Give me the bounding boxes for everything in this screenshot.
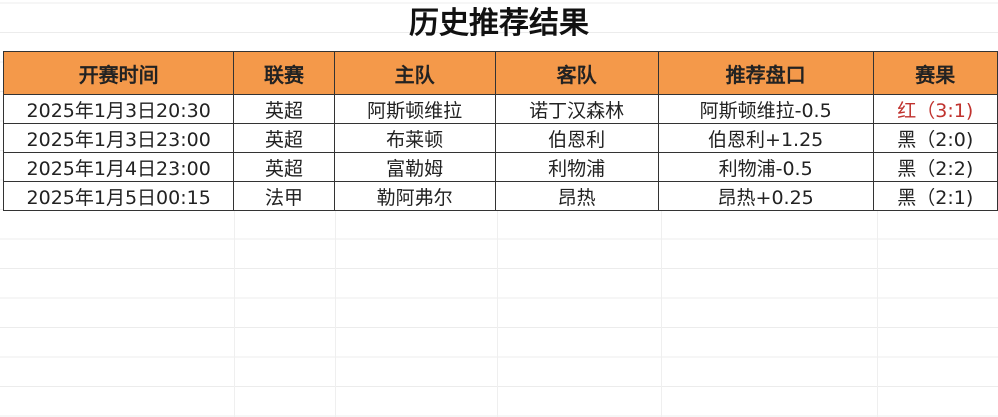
league-cell[interactable]: 英超 (233, 123, 335, 153)
home-cell[interactable]: 布莱顿 (333, 123, 496, 153)
header-league[interactable]: 联赛 (233, 51, 335, 95)
result-cell[interactable]: 黑（2:2) (872, 152, 998, 182)
away-cell[interactable]: 昂热 (494, 181, 659, 211)
table-row: 2025年1月4日23:00 英超 富勒姆 利物浦 利物浦-0.5 黑（2:2) (2, 152, 998, 182)
home-cell[interactable]: 阿斯顿维拉 (333, 94, 496, 124)
home-cell[interactable]: 富勒姆 (333, 152, 496, 182)
header-home[interactable]: 主队 (333, 51, 496, 95)
result-cell[interactable]: 红（3:1) (872, 94, 998, 124)
table-row: 2025年1月3日23:00 英超 布莱顿 伯恩利 伯恩利+1.25 黑（2:0) (2, 123, 998, 153)
pick-cell[interactable]: 伯恩利+1.25 (657, 123, 874, 153)
grid-line (877, 210, 878, 417)
league-cell[interactable]: 英超 (233, 152, 335, 182)
away-cell[interactable]: 伯恩利 (494, 123, 659, 153)
table-row: 2025年1月5日00:15 法甲 勒阿弗尔 昂热 昂热+0.25 黑（2:1) (2, 181, 998, 211)
grid-line (335, 210, 336, 417)
header-kickoff[interactable]: 开赛时间 (2, 51, 235, 95)
header-result[interactable]: 赛果 (872, 51, 998, 95)
page-title: 历史推荐结果 (409, 6, 589, 41)
result-cell[interactable]: 黑（2:1) (872, 181, 998, 211)
header-away[interactable]: 客队 (494, 51, 659, 95)
home-cell[interactable]: 勒阿弗尔 (333, 181, 496, 211)
grid-line (234, 210, 235, 417)
pick-cell[interactable]: 昂热+0.25 (657, 181, 874, 211)
header-row: 开赛时间 联赛 主队 客队 推荐盘口 赛果 (2, 51, 998, 95)
pick-cell[interactable]: 利物浦-0.5 (657, 152, 874, 182)
pick-cell[interactable]: 阿斯顿维拉-0.5 (657, 94, 874, 124)
league-cell[interactable]: 英超 (233, 94, 335, 124)
kickoff-cell[interactable]: 2025年1月3日23:00 (2, 123, 235, 153)
table-row: 2025年1月3日20:30 英超 阿斯顿维拉 诺丁汉森林 阿斯顿维拉-0.5 红（3:1… (2, 94, 998, 124)
grid-line (497, 210, 498, 417)
header-pick[interactable]: 推荐盘口 (657, 51, 874, 95)
away-cell[interactable]: 诺丁汉森林 (494, 94, 659, 124)
league-cell[interactable]: 法甲 (233, 181, 335, 211)
kickoff-cell[interactable]: 2025年1月5日00:15 (2, 181, 235, 211)
results-table: 开赛时间 联赛 主队 客队 推荐盘口 赛果 2025年1月3日20:30 英超 阿斯… (2, 51, 998, 211)
result-cell[interactable]: 黑（2:0) (872, 123, 998, 153)
kickoff-cell[interactable]: 2025年1月4日23:00 (2, 152, 235, 182)
away-cell[interactable]: 利物浦 (494, 152, 659, 182)
grid-line (661, 210, 662, 417)
kickoff-cell[interactable]: 2025年1月3日20:30 (2, 94, 235, 124)
